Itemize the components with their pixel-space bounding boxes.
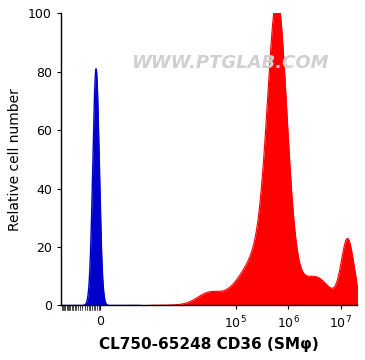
- X-axis label: CL750-65248 CD36 (SMφ): CL750-65248 CD36 (SMφ): [99, 337, 319, 352]
- Y-axis label: Relative cell number: Relative cell number: [8, 88, 22, 231]
- Text: WWW.PTGLAB.COM: WWW.PTGLAB.COM: [131, 54, 328, 72]
